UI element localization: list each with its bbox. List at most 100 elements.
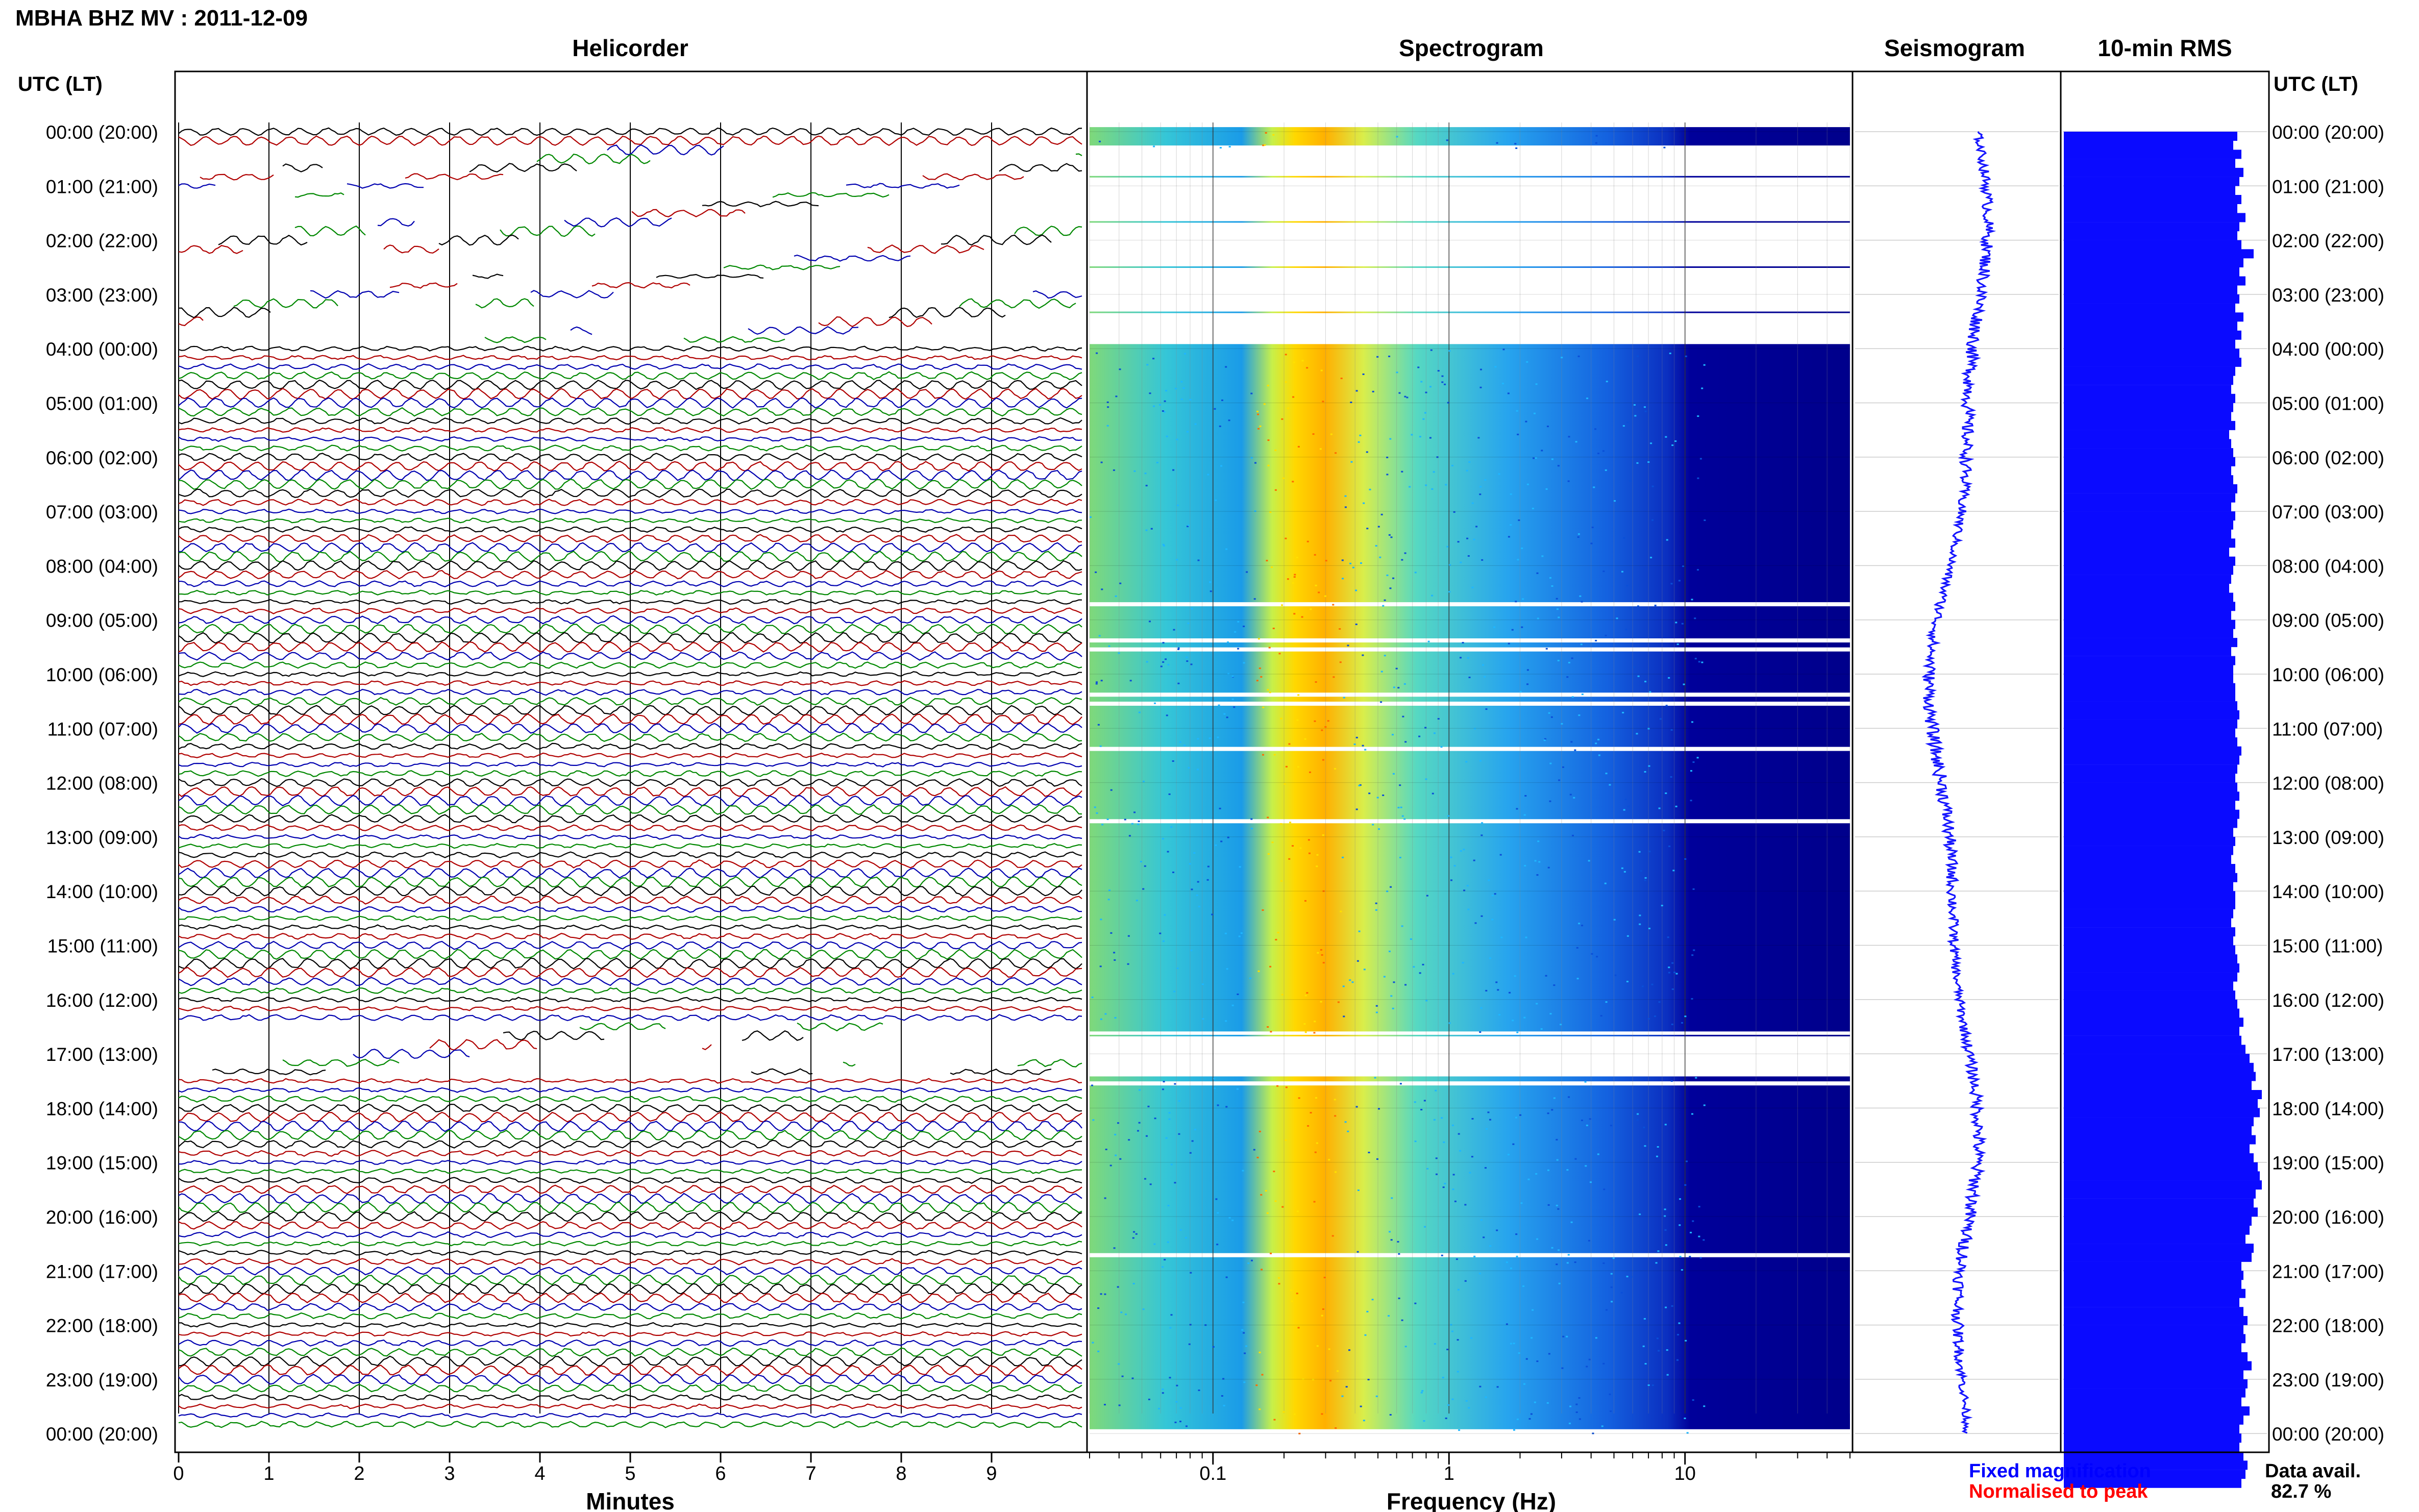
spectrogram-speckle bbox=[1521, 626, 1523, 628]
spectrogram-speckle bbox=[1569, 1405, 1572, 1407]
helicorder-trace bbox=[178, 1283, 1082, 1295]
spectrogram-speckle bbox=[1223, 1405, 1225, 1406]
spectrogram-speckle bbox=[1695, 1077, 1697, 1079]
spectrogram-speckle bbox=[1444, 383, 1446, 385]
rms-bar bbox=[2064, 511, 2235, 521]
spectrogram-speckle bbox=[1595, 742, 1597, 745]
rms-bar bbox=[2064, 972, 2237, 982]
spectrogram-speckle bbox=[1626, 1276, 1628, 1278]
spectrogram-speckle bbox=[1267, 689, 1269, 691]
spectrogram-speckle bbox=[1315, 681, 1317, 683]
spectrogram-speckle bbox=[1556, 598, 1558, 600]
spectrogram-speckle bbox=[1591, 953, 1593, 955]
spectrogram-speckle bbox=[1649, 691, 1651, 693]
spectrogram-row bbox=[1090, 814, 1850, 820]
spectrogram-row bbox=[1090, 1383, 1850, 1393]
spectrogram-speckle bbox=[1493, 626, 1496, 628]
spectrogram-speckle bbox=[1584, 1081, 1587, 1083]
minute-tick-label: 4 bbox=[534, 1463, 545, 1484]
spectrogram-speckle bbox=[1651, 1384, 1654, 1386]
rms-bar bbox=[2064, 1054, 2250, 1063]
spectrogram-speckle bbox=[1355, 808, 1358, 810]
helicorder-trace bbox=[178, 1184, 1082, 1195]
spectrogram-speckle bbox=[1227, 673, 1230, 675]
spectrogram-speckle bbox=[1267, 1026, 1269, 1028]
rms-bar bbox=[2064, 674, 2233, 683]
spectrogram-speckle bbox=[1262, 706, 1265, 708]
spectrogram-speckle bbox=[1173, 990, 1176, 993]
spectrogram-speckle bbox=[1345, 1386, 1348, 1388]
time-label-left: 23:00 (19:00) bbox=[46, 1370, 158, 1391]
spectrogram-speckle bbox=[1282, 1411, 1285, 1413]
spectrogram-speckle bbox=[1374, 1077, 1376, 1079]
spectrogram-speckle bbox=[1113, 1247, 1116, 1249]
spectrogram-speckle bbox=[1682, 565, 1684, 567]
spectrogram-speckle bbox=[1440, 746, 1443, 748]
spectrogram-speckle bbox=[1479, 486, 1482, 488]
spectrogram-speckle bbox=[1478, 1273, 1481, 1275]
spectrogram-speckle bbox=[1221, 399, 1223, 401]
spectrogram-speckle bbox=[1132, 1283, 1135, 1284]
time-label-right: 13:00 (09:00) bbox=[2272, 827, 2384, 848]
helicorder-trace bbox=[178, 933, 1082, 940]
helicorder-trace bbox=[178, 915, 1082, 922]
rms-bars bbox=[2063, 131, 2267, 1488]
spectrogram-speckle bbox=[1127, 935, 1130, 937]
spectrogram-speckle bbox=[1656, 1155, 1658, 1157]
spectrogram-speckle bbox=[1683, 683, 1685, 685]
spectrogram-speckle bbox=[1510, 524, 1512, 526]
helicorder-trace bbox=[282, 1059, 1082, 1068]
spectrogram-speckle bbox=[1268, 647, 1271, 649]
spectrogram-speckle bbox=[1304, 1031, 1307, 1033]
spectrogram-speckle bbox=[1180, 399, 1183, 400]
spectrogram-speckle bbox=[1396, 371, 1398, 374]
spectrogram-speckle bbox=[1525, 420, 1527, 423]
spectrogram-row bbox=[1090, 588, 1850, 598]
data-availability-value: 82.7 % bbox=[2271, 1481, 2331, 1502]
spectrogram-speckle bbox=[1282, 477, 1285, 479]
spectrogram-speckle bbox=[1309, 852, 1311, 854]
rms-bar bbox=[2064, 1018, 2243, 1027]
spectrogram-speckle bbox=[1468, 461, 1471, 463]
spectrogram-speckle bbox=[1097, 1350, 1100, 1352]
rms-bar bbox=[2064, 1379, 2248, 1389]
spectrogram-speckle bbox=[1396, 136, 1398, 138]
spectrogram-row bbox=[1090, 1034, 1850, 1036]
spectrogram-speckle bbox=[1685, 1340, 1687, 1342]
spectrogram-speckle bbox=[1285, 381, 1287, 383]
spectrogram-speckle bbox=[1434, 1343, 1436, 1345]
helicorder-trace bbox=[178, 987, 1082, 995]
spectrogram-speckle bbox=[1513, 1429, 1515, 1431]
spectrogram-speckle bbox=[1600, 1015, 1602, 1017]
rms-bar bbox=[2064, 1280, 2241, 1289]
rms-bar bbox=[2064, 303, 2235, 313]
spectrogram-row bbox=[1090, 1085, 1850, 1095]
spectrogram-speckle bbox=[1253, 1149, 1255, 1151]
spectrogram-row bbox=[1090, 1176, 1850, 1185]
spectrogram-speckle bbox=[1233, 706, 1236, 708]
spectrogram-speckle bbox=[1153, 1243, 1156, 1245]
spectrogram-speckle bbox=[1699, 1257, 1702, 1259]
spectrogram-speckle bbox=[1114, 1133, 1117, 1135]
rms-bar bbox=[2064, 1442, 2239, 1452]
time-label-left: 03:00 (23:00) bbox=[46, 285, 158, 306]
spectrogram-speckle bbox=[1703, 1405, 1706, 1407]
spectrogram-speckle bbox=[1538, 861, 1541, 863]
spectrogram-speckle bbox=[1316, 854, 1319, 856]
spectrogram-speckle bbox=[1435, 1089, 1437, 1092]
minute-tick-label: 9 bbox=[986, 1463, 997, 1484]
spectrogram-speckle bbox=[1545, 648, 1548, 650]
spectrogram-speckle bbox=[1402, 715, 1404, 717]
spectrogram-speckle bbox=[1535, 383, 1538, 385]
helicorder-trace bbox=[178, 550, 1082, 563]
spectrogram-speckle bbox=[1508, 1154, 1510, 1156]
spectrogram-speckle bbox=[1121, 1375, 1124, 1377]
spectrogram-row bbox=[1090, 1257, 1850, 1267]
spectrogram-speckle bbox=[1237, 648, 1240, 650]
helicorder-trace bbox=[178, 688, 1082, 696]
spectrogram-speckle bbox=[1225, 548, 1228, 550]
spectrogram-speckle bbox=[1197, 559, 1200, 561]
spectrogram-row bbox=[1090, 687, 1850, 693]
spectrogram-speckle bbox=[1133, 811, 1136, 813]
helicorder-trace bbox=[178, 752, 1082, 759]
